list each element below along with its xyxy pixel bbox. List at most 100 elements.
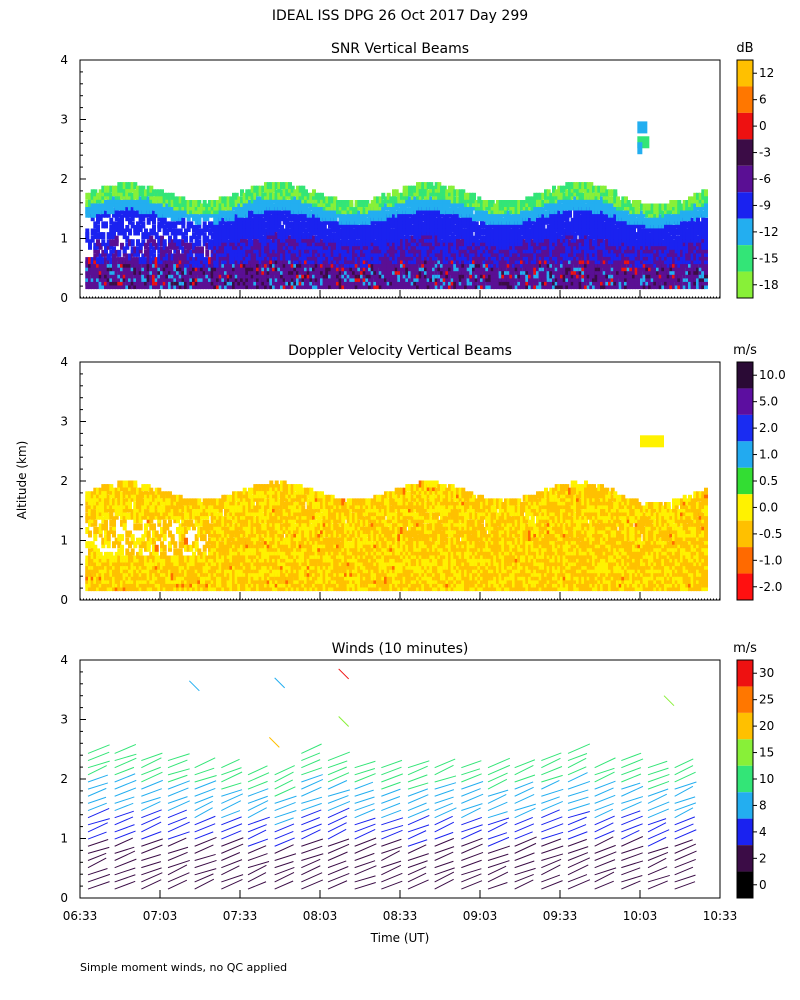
heatmap-cell [442, 260, 447, 268]
heatmap-cell [624, 253, 628, 261]
heatmap-cell [517, 278, 522, 286]
heatmap-cell [362, 242, 367, 250]
heatmap-cell [640, 278, 644, 286]
heatmap-cell [421, 182, 426, 190]
heatmap-cell [322, 221, 327, 229]
heatmap-cell [557, 185, 562, 193]
heatmap-cell [112, 232, 116, 240]
heatmap-cell [181, 217, 186, 225]
heatmap-cell [434, 271, 439, 279]
heatmap-cell [210, 239, 215, 247]
heatmap-cell [245, 282, 250, 290]
heatmap-cell [98, 271, 103, 279]
heatmap-cell [504, 210, 508, 218]
heatmap-cell [322, 271, 327, 279]
heatmap-cell [434, 217, 439, 225]
heatmap-cell [285, 189, 290, 197]
heatmap-cell [544, 246, 548, 254]
heatmap-cell [533, 267, 538, 275]
heatmap-cell [506, 221, 511, 229]
heatmap-cell [557, 246, 562, 254]
heatmap-cell [264, 278, 268, 286]
heatmap-cell [498, 221, 503, 229]
heatmap-cell [336, 200, 340, 207]
heatmap-cell [608, 235, 612, 243]
heatmap-cell [437, 185, 442, 193]
heatmap-cell [312, 278, 316, 286]
heatmap-cell [306, 235, 311, 243]
heatmap-cell [370, 232, 375, 240]
heatmap-cell [106, 282, 111, 290]
heatmap-cell [221, 242, 226, 250]
heatmap-cell [557, 253, 562, 261]
heatmap-cell [616, 260, 620, 268]
heatmap-cell [626, 214, 631, 222]
heatmap-cell [120, 278, 124, 286]
heatmap-cell [213, 217, 218, 225]
heatmap-cell [216, 207, 220, 215]
heatmap-cell [421, 246, 426, 254]
heatmap-cell [128, 257, 132, 265]
heatmap-cell [178, 200, 183, 207]
heatmap-cell [344, 282, 348, 290]
heatmap-cell [226, 260, 231, 268]
heatmap-cell [162, 260, 167, 268]
heatmap-cell [498, 271, 503, 279]
heatmap-cell [544, 253, 548, 261]
heatmap-cell [645, 282, 650, 290]
heatmap-cell [618, 246, 623, 254]
heatmap-cell [269, 278, 274, 286]
heatmap-cell [360, 242, 364, 250]
heatmap-cell [480, 242, 484, 250]
heatmap-cell [149, 207, 154, 215]
heatmap-cell [368, 260, 372, 268]
heatmap-cell [224, 210, 228, 218]
heatmap-cell [285, 278, 290, 286]
heatmap-cell [389, 278, 394, 286]
heatmap-cell [573, 257, 578, 265]
heatmap-cell [554, 235, 559, 243]
heatmap-cell [424, 200, 428, 207]
heatmap-cell [189, 221, 194, 229]
heatmap-cell [117, 282, 122, 290]
heatmap-cell [178, 196, 183, 204]
heatmap-cell [373, 278, 378, 286]
heatmap-cell [221, 235, 226, 243]
heatmap-cell [616, 282, 620, 290]
heatmap-cell [629, 225, 634, 232]
heatmap-cell [634, 221, 639, 229]
heatmap-cell [610, 221, 615, 229]
heatmap-cell [466, 242, 471, 250]
heatmap-cell [352, 207, 356, 215]
heatmap-cell [405, 260, 410, 268]
heatmap-cell [394, 253, 399, 261]
heatmap-cell [237, 221, 242, 229]
heatmap-cell [517, 217, 522, 225]
heatmap-cell [472, 235, 476, 243]
heatmap-cell [293, 210, 298, 218]
heatmap-cell [98, 207, 103, 215]
heatmap-cell [581, 232, 586, 240]
heatmap-cell [336, 260, 340, 268]
heatmap-cell [592, 200, 596, 207]
heatmap-cell [629, 246, 634, 254]
heatmap-cell [488, 200, 492, 207]
heatmap-cell [408, 242, 412, 250]
heatmap-cell [216, 282, 220, 290]
heatmap-cell [381, 278, 386, 286]
heatmap-cell [93, 228, 98, 236]
heatmap-cell [394, 225, 399, 232]
heatmap-cell [325, 267, 330, 275]
heatmap-cell [536, 225, 540, 232]
heatmap-cell [245, 267, 250, 275]
heatmap-cell [402, 225, 407, 232]
heatmap-cell [568, 242, 572, 250]
heatmap-cell [213, 210, 218, 218]
heatmap-cell [146, 207, 151, 215]
heatmap-cell [232, 210, 236, 218]
heatmap-cell [240, 271, 244, 279]
heatmap-cell [485, 253, 490, 261]
heatmap-cell [314, 225, 319, 232]
heatmap-cell [402, 257, 407, 265]
heatmap-cell [296, 253, 300, 261]
